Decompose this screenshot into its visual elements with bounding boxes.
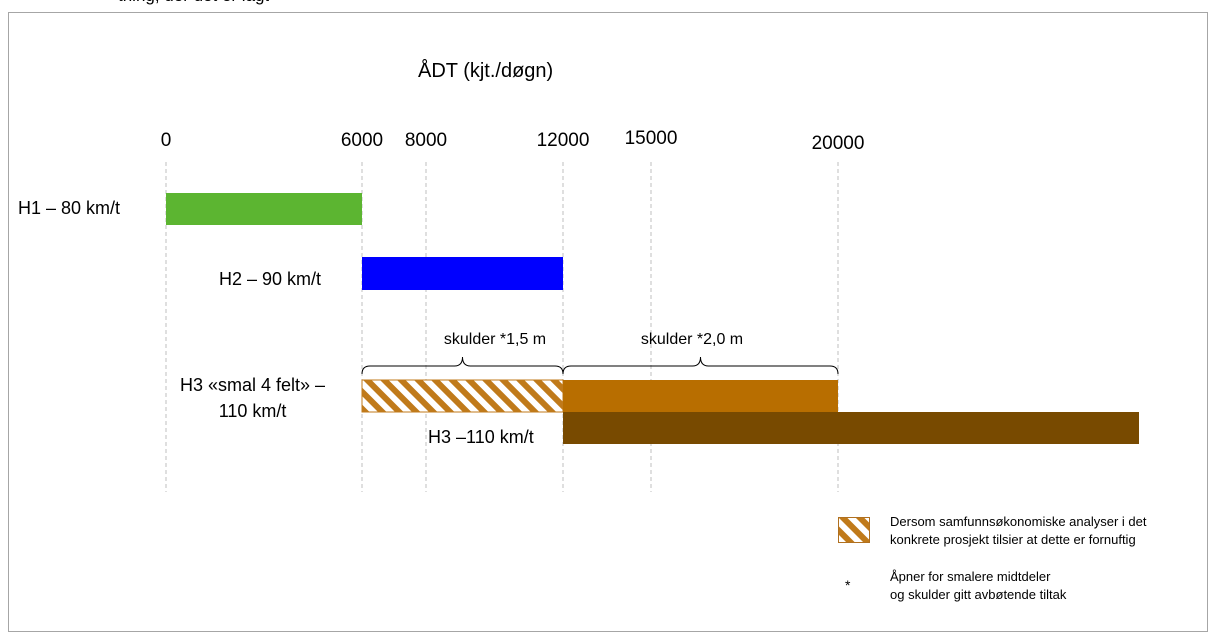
bar-2 [361,379,564,413]
bar-0 [166,193,362,225]
legend-star-text: Åpner for smalere midtdeler og skulder g… [890,568,1066,604]
row-label-h2: H2 – 90 km/t [219,269,322,289]
bracket-label-15: skulder *1,5 m [443,331,547,348]
bar-3 [563,380,838,412]
legend-hatch-swatch [838,517,870,543]
x-tick-label: 0 [160,130,172,151]
row-label-h1: H1 – 80 km/t [18,198,121,218]
header-fragment: tning, der det er lagt [118,0,269,8]
bar-1 [362,257,563,290]
legend-star-symbol: * [845,577,851,593]
x-tick-label: 8000 [404,130,448,151]
bracket-0 [361,356,564,375]
legend-star-line1: Åpner for smalere midtdeler [890,569,1051,584]
bar-4 [563,412,1139,444]
row-label-h3-smal-line2: 110 km/t [218,401,287,421]
legend-hatch-line2: konkrete prosjekt tilsier at dette er fo… [890,532,1136,547]
bracket-label-20: skulder *2,0 m [640,331,744,348]
chart-title: ÅDT (kjt./døgn) [418,60,554,82]
x-tick-label: 6000 [340,130,384,151]
row-label-h3: H3 –110 km/t [428,427,534,447]
row-label-h3-smal: H3 «smal 4 felt» – 110 km/t [180,372,325,424]
x-tick-label: 12000 [536,130,590,151]
legend-hatch-line1: Dersom samfunnsøkonomiske analyser i det [890,514,1147,529]
x-tick-label: 15000 [624,128,678,149]
plot-area [165,162,1139,492]
legend-star-line2: og skulder gitt avbøtende tiltak [890,587,1067,602]
row-label-h3-smal-line1: H3 «smal 4 felt» – [180,375,326,395]
bracket-1 [562,356,839,375]
legend-hatch-text: Dersom samfunnsøkonomiske analyser i det… [890,513,1147,549]
x-tick-label: 20000 [811,133,865,154]
